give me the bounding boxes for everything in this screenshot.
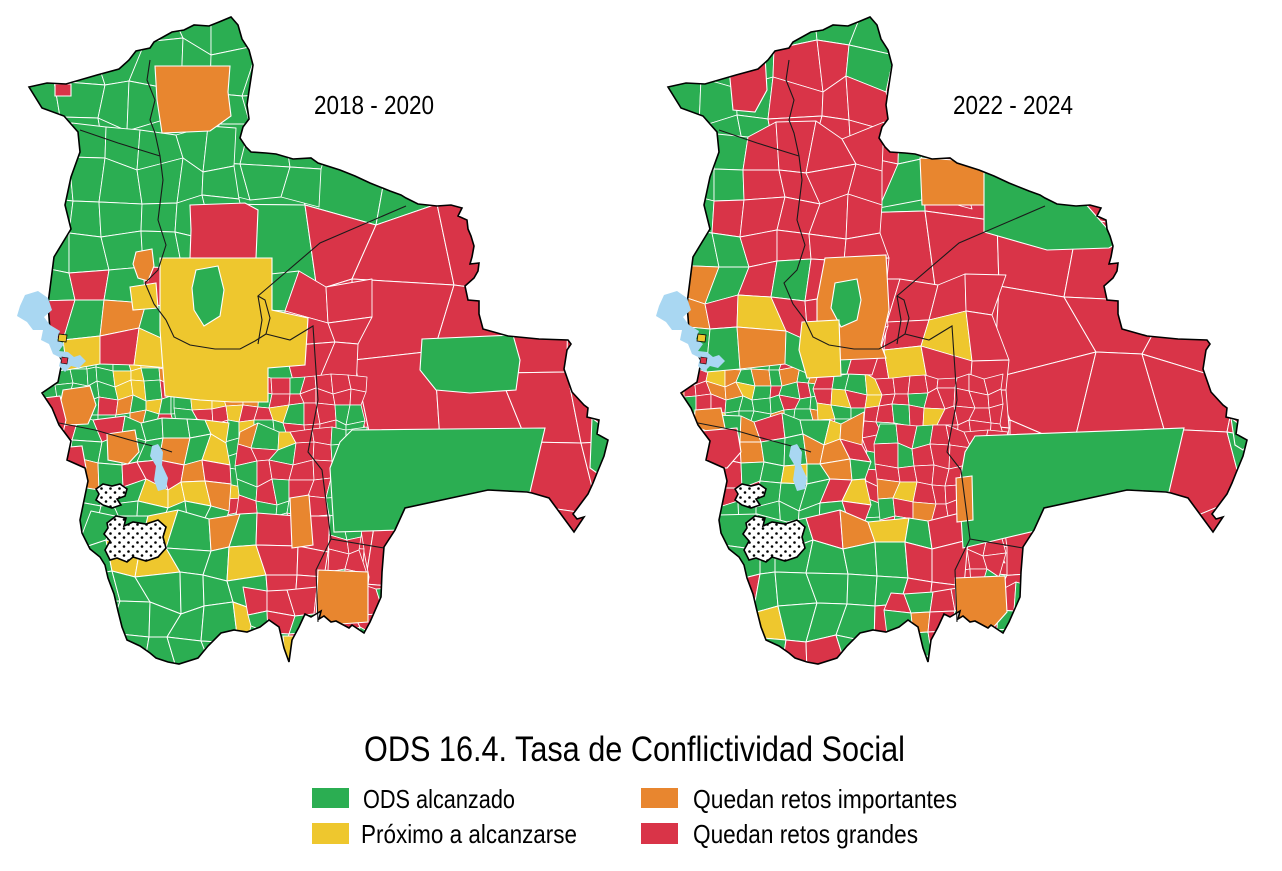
- svg-text:Quedan retos importantes: Quedan retos importantes: [693, 784, 957, 814]
- svg-text:Próximo a alcanzarse: Próximo a alcanzarse: [361, 819, 577, 849]
- svg-text:ODS 16.4. Tasa de Conflictivid: ODS 16.4. Tasa de Conflictividad Social: [364, 730, 905, 769]
- svg-text:2022 - 2024: 2022 - 2024: [953, 90, 1073, 120]
- svg-text:Quedan retos grandes: Quedan retos grandes: [693, 819, 918, 849]
- svg-text:ODS alcanzado: ODS alcanzado: [363, 784, 515, 814]
- svg-text:2018 - 2020: 2018 - 2020: [314, 90, 434, 120]
